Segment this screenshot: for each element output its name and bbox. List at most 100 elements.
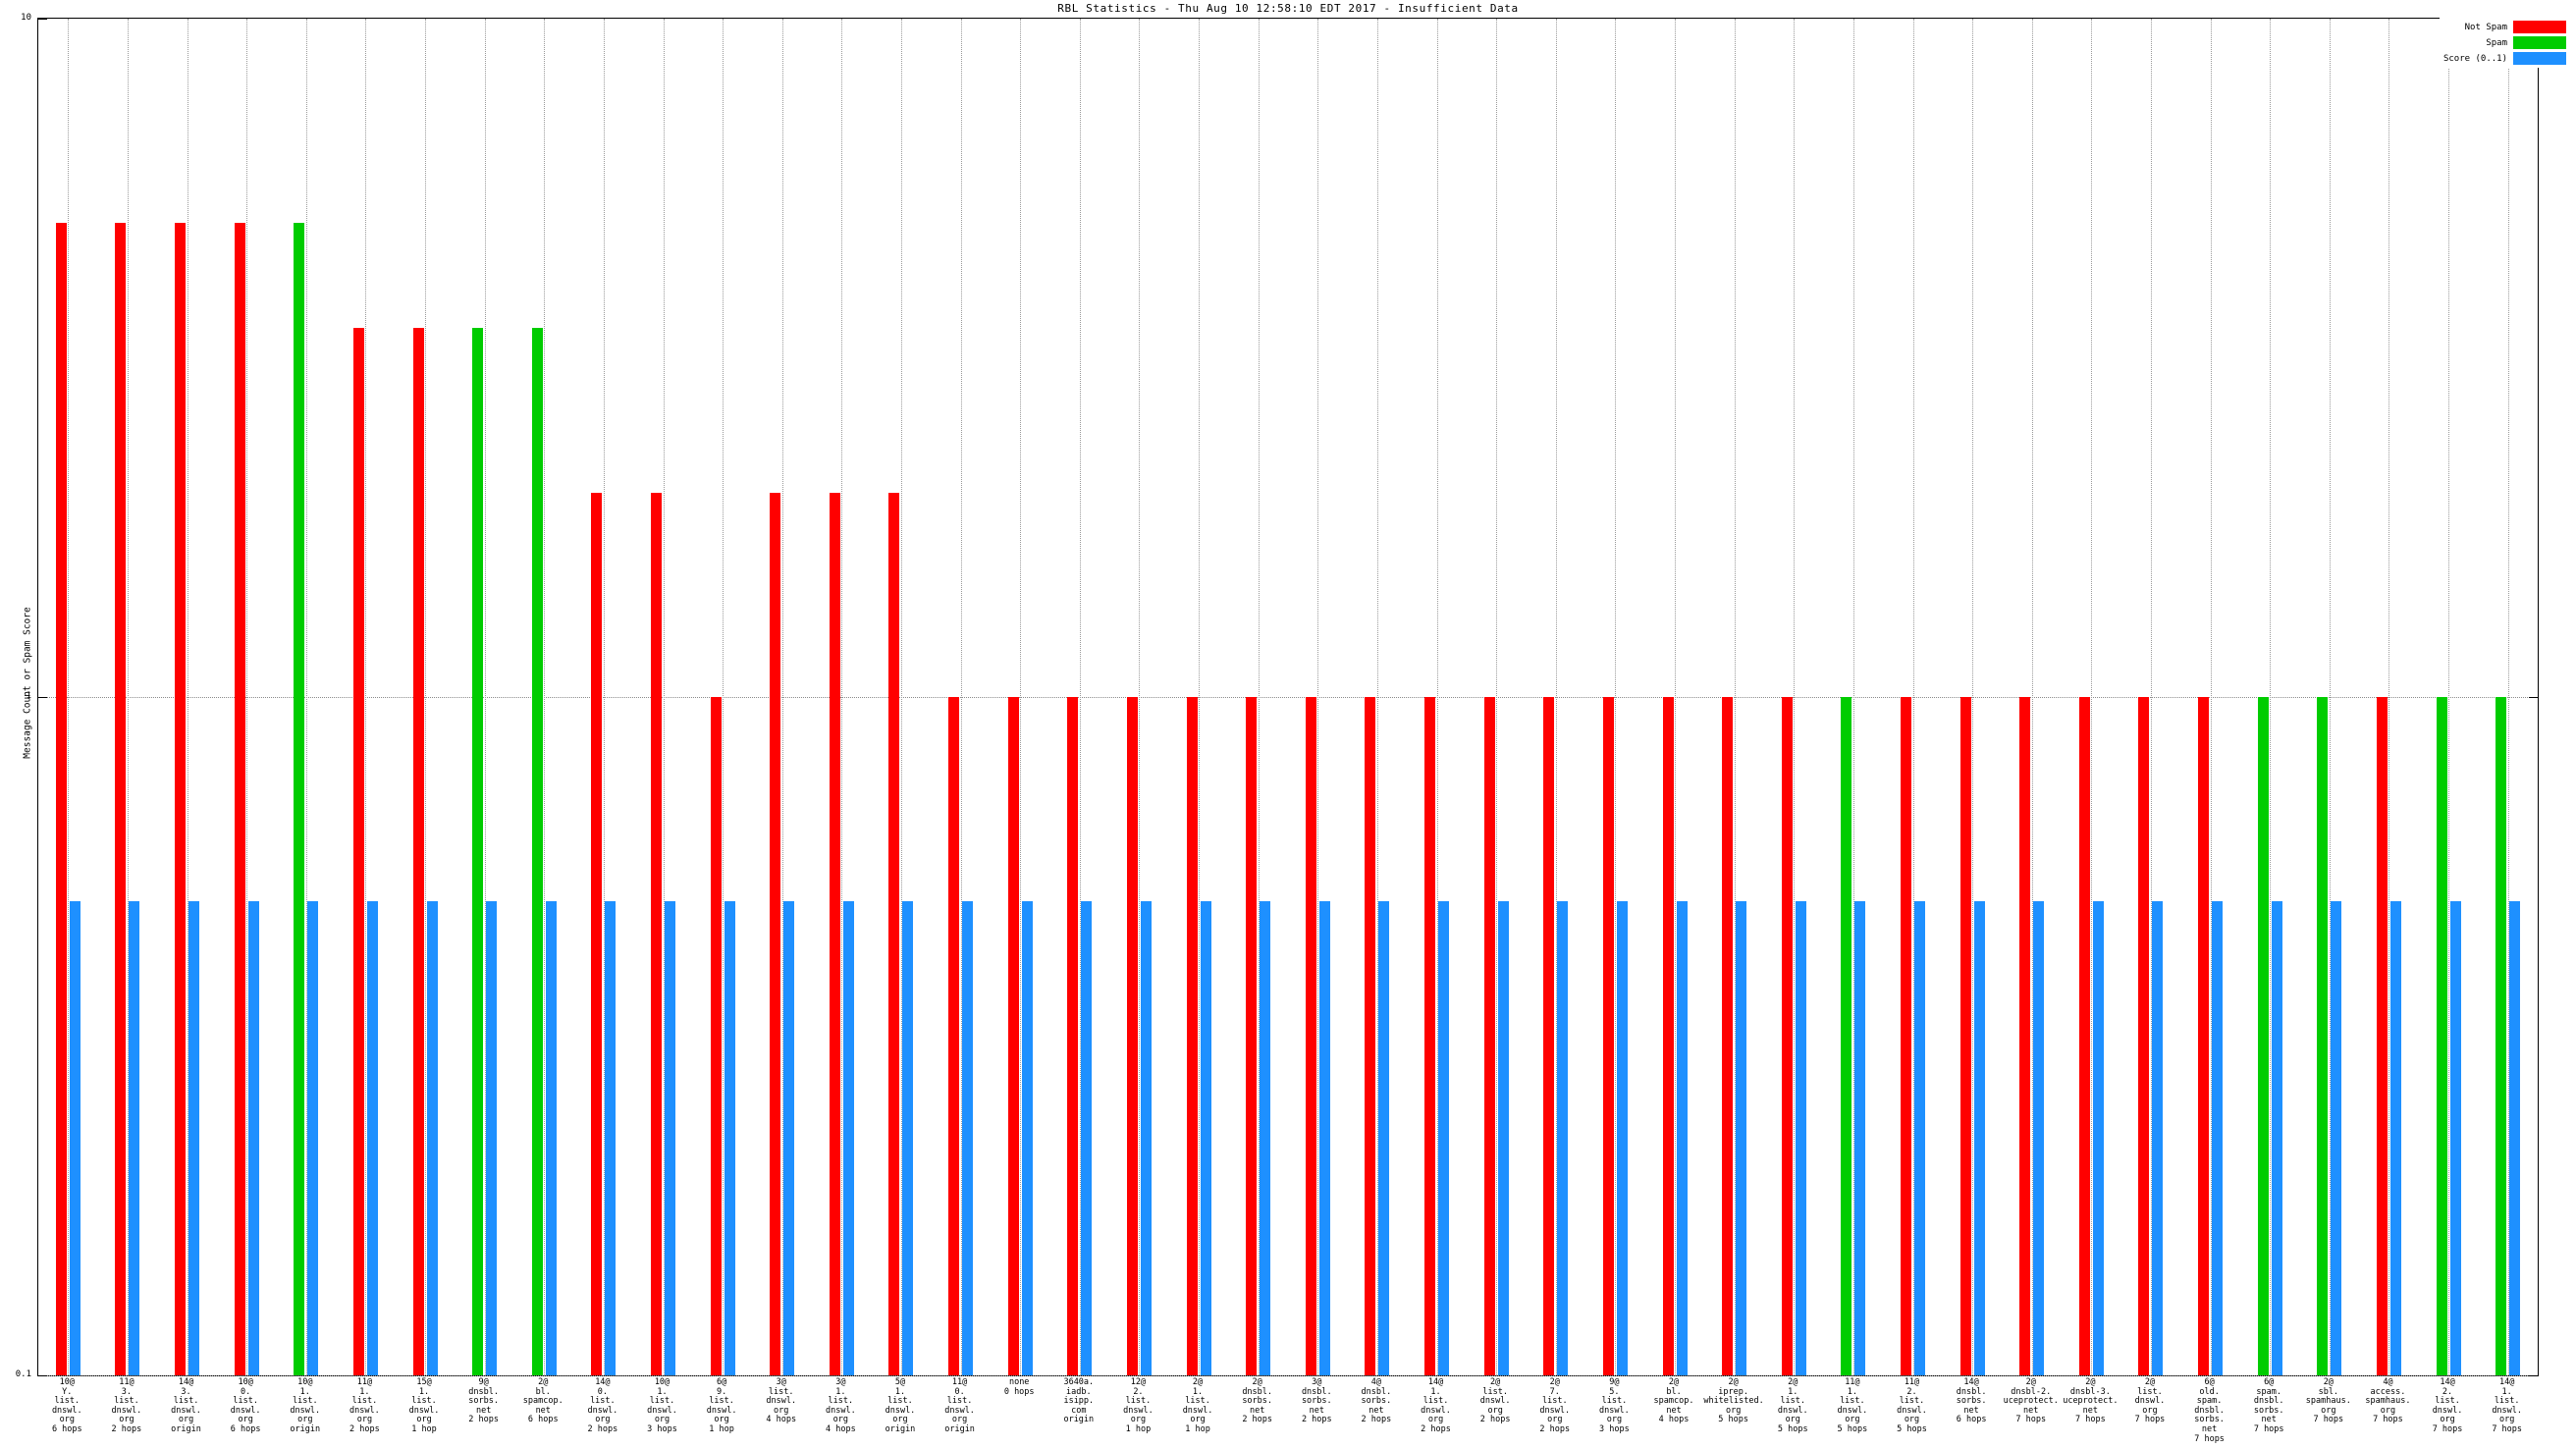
bar-not-spam [1007,697,1019,1375]
bar-not-spam [1305,697,1316,1375]
legend-swatch-spam [2513,36,2566,49]
bar-not-spam [115,223,127,1375]
bar-not-spam [1959,697,1971,1375]
gridline-vertical [841,19,843,1375]
bar-not-spam [1662,697,1674,1375]
x-tick-label: 14@ 3. list. dnswl. org origin [171,1377,201,1434]
bar-score [902,901,914,1375]
y-axis-title: Message Count or Spam Score [22,607,33,759]
x-tick-label: 4@ dnsbl. sorbs. net 2 hops [1361,1377,1392,1425]
x-tick-label: 3640a. iadb. isipp. com origin [1063,1377,1095,1425]
bar-spam [531,328,543,1375]
gridline-vertical [1852,19,1854,1375]
gridline-vertical [2091,19,2093,1375]
gridline-horizontal [38,697,2538,698]
x-tick-label: 11@ 3. list. dnswl. org 2 hops [111,1377,142,1434]
bar-score [1854,901,1866,1375]
bar-spam [1841,697,1852,1375]
bar-not-spam [1543,697,1555,1375]
bar-score [1676,901,1688,1375]
gridline-vertical [960,19,962,1375]
x-tick-label: 3@ 1. list. dnswl. org 4 hops [825,1377,856,1434]
bar-score [1260,901,1271,1375]
bar-score [69,901,80,1375]
gridline-vertical [781,19,783,1375]
gridline-vertical [2448,19,2450,1375]
bar-not-spam [710,697,722,1375]
gridline-vertical [68,19,70,1375]
bar-score [2449,901,2461,1375]
gridline-vertical [127,19,129,1375]
bar-not-spam [829,493,840,1375]
bar-score [842,901,854,1375]
bar-score [2271,901,2282,1375]
y-tick-label: 10 [21,13,31,23]
x-tick-label: 9@ dnsbl. sorbs. net 2 hops [468,1377,499,1425]
gridline-vertical [2329,19,2331,1375]
bar-not-spam [1722,697,1734,1375]
gridline-vertical [2031,19,2033,1375]
x-tick-label: 6@ old. spam. dnsbl. sorbs. net 7 hops [2194,1377,2225,1444]
gridline-vertical [1436,19,1438,1375]
x-tick-label: 5@ 1. list. dnswl. org origin [885,1377,916,1434]
gridline-vertical [1794,19,1796,1375]
x-tick-label: 2@ 1. list. dnswl. org 5 hops [1777,1377,1808,1434]
legend-item-spam: Spam [2486,36,2566,49]
bar-score [1616,901,1628,1375]
bar-score [2033,901,2045,1375]
bar-score [1318,901,1330,1375]
gridline-vertical [1912,19,1914,1375]
gridline-vertical [1972,19,1974,1375]
bar-spam [2257,697,2269,1375]
legend-item-not-spam: Not Spam [2465,21,2566,33]
legend-label-spam: Spam [2486,37,2507,48]
bar-not-spam [888,493,900,1375]
y-tick-mark [38,19,47,20]
legend-swatch-score [2513,52,2566,65]
gridline-vertical [2210,19,2212,1375]
bar-not-spam [2198,697,2210,1375]
bar-score [1557,901,1569,1375]
x-tick-label: 2@ bl. spamcop. net 6 hops [522,1377,564,1425]
bar-score [426,901,438,1375]
legend-label-score: Score (0..1) [2442,53,2507,64]
x-tick-label: 14@ dnsbl. sorbs. net 6 hops [1956,1377,1987,1425]
gridline-vertical [663,19,665,1375]
bar-score [366,901,378,1375]
gridline-vertical [246,19,248,1375]
gridline-vertical [1376,19,1378,1375]
bar-not-spam [352,328,364,1375]
bar-not-spam [1602,697,1614,1375]
legend-label-not-spam: Not Spam [2464,22,2507,32]
gridline-vertical [305,19,307,1375]
gridline-vertical [1317,19,1319,1375]
y-tick-mark [2529,1375,2538,1376]
bar-not-spam [412,328,424,1375]
gridline-vertical [900,19,902,1375]
x-tick-label: 2@ dnsbl-3. uceprotect. net 7 hops [2063,1377,2119,1425]
x-tick-label: 10@ 1. list. dnswl. org 3 hops [647,1377,677,1434]
bar-score [129,901,140,1375]
bar-not-spam [651,493,662,1375]
gridline-vertical [484,19,486,1375]
bar-score [2389,901,2401,1375]
bar-not-spam [1067,697,1079,1375]
bar-score [1081,901,1093,1375]
x-tick-label: 14@ 0. list. dnswl. org 2 hops [587,1377,618,1434]
x-tick-label: 11@ 1. list. dnswl. org 2 hops [349,1377,380,1434]
bar-score [2152,901,2164,1375]
bar-not-spam [2376,697,2388,1375]
gridline-vertical [1258,19,1260,1375]
gridline-vertical [2270,19,2272,1375]
x-tick-label: 15@ 1. list. dnswl. org 1 hop [408,1377,440,1434]
bar-not-spam [2078,697,2090,1375]
bar-score [1200,901,1211,1375]
gridline-vertical [2507,19,2509,1375]
x-tick-label: 11@ 0. list. dnswl. org origin [944,1377,975,1434]
bar-not-spam [1781,697,1793,1375]
x-tick-label: 2@ list. dnswl. org 2 hops [1479,1377,1511,1425]
gridline-vertical [2388,19,2390,1375]
x-tick-label: 4@ access. spamhaus. org 7 hops [2365,1377,2411,1425]
y-tick-label: 1 [26,691,31,701]
x-tick-label: 2@ 7. list. dnswl. org 2 hops [1539,1377,1571,1434]
